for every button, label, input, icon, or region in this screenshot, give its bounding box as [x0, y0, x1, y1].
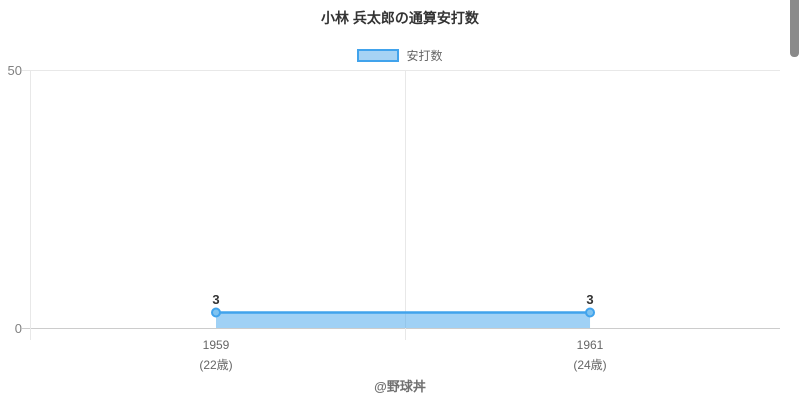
gridline-y50	[22, 70, 780, 71]
data-point-marker[interactable]	[211, 307, 221, 318]
value-label-1961: 3	[586, 292, 594, 307]
legend-label: 安打数	[406, 49, 443, 63]
footer-credit: @野球丼	[374, 379, 426, 394]
scrollbar-thumb[interactable]	[790, 0, 799, 57]
legend-item-hits[interactable]: 安打数	[357, 47, 443, 64]
page-title: 小林 兵太郎の通算安打数	[321, 10, 479, 26]
data-point-marker[interactable]	[585, 307, 596, 318]
x-axis-line	[22, 328, 780, 329]
gridline-x-mid	[405, 70, 406, 340]
area-fill	[216, 312, 591, 328]
x-tick-year-1961: 1961	[576, 338, 604, 352]
legend: 安打数	[0, 47, 800, 64]
value-label-1959: 3	[212, 292, 220, 307]
x-tick-year-1959: 1959	[202, 338, 230, 352]
x-tick-age-22: (22歳)	[199, 358, 233, 372]
y-tick-label-50: 50	[7, 63, 22, 78]
y-axis-line	[30, 70, 31, 340]
legend-swatch-icon	[357, 49, 400, 62]
x-tick-age-24: (24歳)	[573, 358, 607, 372]
y-tick-label-0: 0	[14, 321, 22, 336]
